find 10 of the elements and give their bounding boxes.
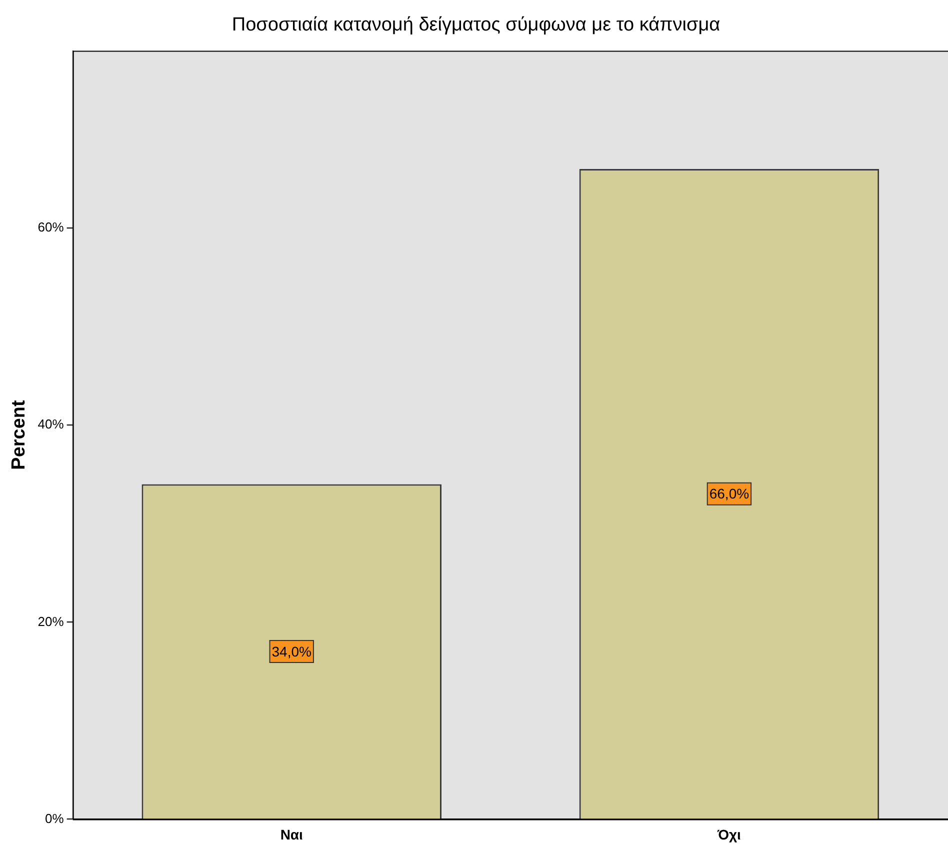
data-label: 66,0% bbox=[709, 486, 750, 502]
y-axis-title: Percent bbox=[8, 399, 30, 470]
y-tick-label: 40% bbox=[38, 416, 64, 432]
chart-title: Ποσοστιαία κατανομή δείγματος σύμφωνα με το κάπνισμα bbox=[232, 14, 720, 36]
data-label: 34,0% bbox=[272, 643, 312, 660]
y-tick-label: 20% bbox=[38, 614, 64, 629]
x-tick-label: Ναι bbox=[280, 826, 304, 842]
y-tick-label: 0% bbox=[45, 810, 64, 826]
x-tick-label: Όχι bbox=[716, 826, 742, 842]
y-tick-label: 60% bbox=[38, 220, 64, 235]
